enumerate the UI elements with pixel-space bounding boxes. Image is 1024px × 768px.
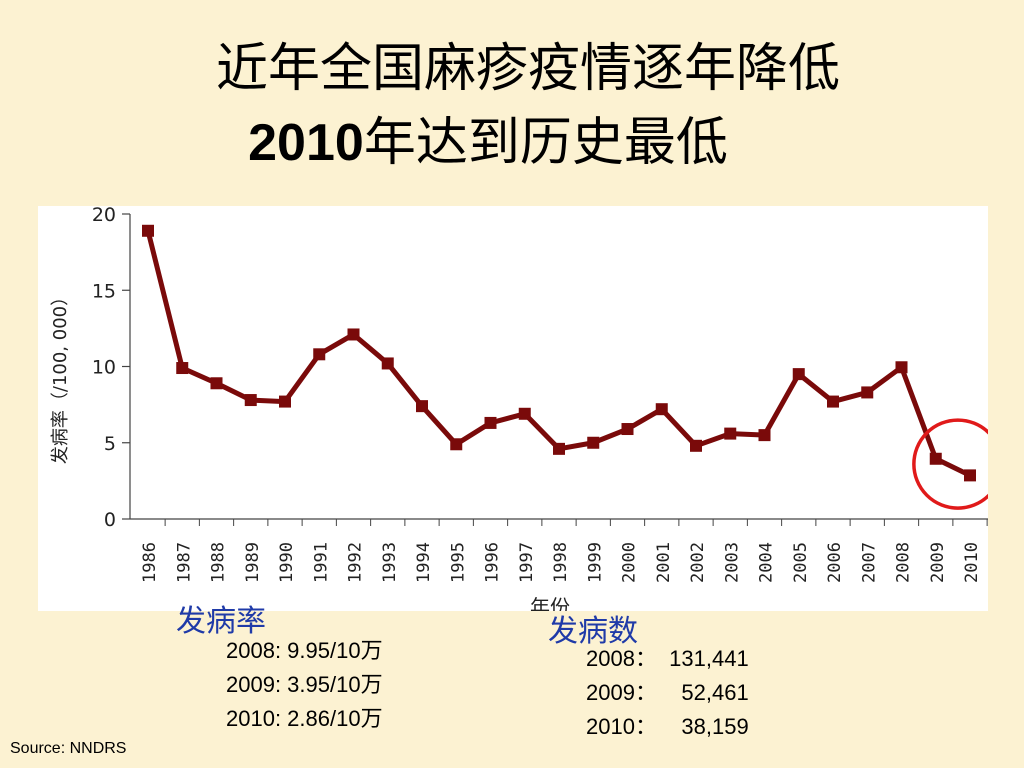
y-tick-label: 15 xyxy=(92,280,116,302)
y-tick-label: 20 xyxy=(92,206,116,226)
incidence-rate-heading: 发病率 xyxy=(176,604,266,639)
x-tick-label: 1988 xyxy=(209,542,229,583)
data-point xyxy=(827,395,839,408)
case-count-list: 2008： 131,441 2009： 52,461 2010： 38,159 xyxy=(586,642,749,744)
data-point xyxy=(176,362,189,375)
x-tick-label: 2001 xyxy=(654,542,674,583)
x-tick-label: 1993 xyxy=(380,542,400,583)
incidence-rate-list: 2008: 9.95/10万 2009: 3.95/10万 2010: 2.86/1… xyxy=(226,634,383,736)
slide-subtitle: 2010年达到历史最低 xyxy=(0,100,1000,175)
x-tick-label: 2005 xyxy=(791,542,811,583)
highlight-circle xyxy=(912,418,988,510)
x-tick-label: 1992 xyxy=(346,542,366,583)
x-axis-title: 年份 xyxy=(530,595,570,611)
x-tick-label: 1989 xyxy=(243,542,263,583)
data-point xyxy=(518,407,531,420)
x-tick-label: 1998 xyxy=(551,542,571,583)
x-tick-label: 2006 xyxy=(825,542,845,583)
y-axis-title: 发病率（/100, 000） xyxy=(50,288,71,464)
data-point xyxy=(210,377,223,390)
source-note: Source: NNDRS xyxy=(10,740,127,757)
data-point xyxy=(279,395,291,408)
y-tick-label: 5 xyxy=(104,433,116,455)
data-point xyxy=(484,416,497,429)
subtitle-text: 年达到历史最低 xyxy=(363,113,728,173)
x-tick-label: 1996 xyxy=(483,542,503,583)
case-count-heading: 发病数 xyxy=(548,614,638,649)
data-point xyxy=(655,403,668,416)
x-tick-label: 1990 xyxy=(277,542,297,583)
x-tick-label: 2002 xyxy=(688,542,708,583)
case_count-line: 2009： 52,461 xyxy=(586,680,749,705)
data-point xyxy=(724,427,737,440)
data-point xyxy=(313,348,326,361)
x-tick-label: 2007 xyxy=(859,542,879,583)
data-point xyxy=(964,469,976,482)
data-point xyxy=(587,436,600,449)
case_count-line: 2010： 38,159 xyxy=(586,714,749,739)
data-point xyxy=(347,328,360,341)
x-tick-label: 1999 xyxy=(585,542,605,583)
incidence_rate-line: 2008: 9.95/10万 xyxy=(226,638,383,663)
y-tick-label: 0 xyxy=(104,509,116,531)
x-tick-label: 2008 xyxy=(894,542,914,583)
y-tick-label: 10 xyxy=(92,357,116,379)
data-point xyxy=(142,224,154,237)
case_count-line: 2008： 131,441 xyxy=(586,646,749,671)
data-point xyxy=(758,429,771,442)
data-point xyxy=(450,438,463,451)
chart-panel: 0 5 10 15 20 1986 1987 1988 1989 1990 1991 1992 1993… xyxy=(38,206,988,611)
data-point xyxy=(895,361,908,374)
data-point xyxy=(690,439,702,452)
x-tick-label: 1994 xyxy=(414,542,434,583)
x-tick-label: 1991 xyxy=(311,542,331,583)
data-point xyxy=(244,394,257,407)
data-point xyxy=(861,386,874,399)
x-tick-label: 1987 xyxy=(174,542,194,583)
series-line xyxy=(145,230,972,478)
x-tick-label: 1986 xyxy=(140,542,160,583)
data-point xyxy=(929,452,942,465)
x-tick-label: 1995 xyxy=(448,542,468,583)
x-tick-label: 2009 xyxy=(928,542,948,583)
x-tick-label: 2000 xyxy=(620,542,640,583)
subtitle-year: 2010 xyxy=(248,114,364,172)
x-tick-label: 2003 xyxy=(722,542,742,583)
measles-incidence-chart: 0 5 10 15 20 1986 1987 1988 1989 1990 1991 1992 1993… xyxy=(50,206,988,611)
data-point xyxy=(416,400,428,413)
x-tick-label: 1997 xyxy=(517,542,537,583)
x-tick-label: 2010 xyxy=(962,542,982,583)
data-point xyxy=(381,357,394,370)
data-point xyxy=(792,368,805,381)
data-point xyxy=(553,442,565,455)
incidence_rate-line: 2010: 2.86/10万 xyxy=(226,706,383,731)
data-point xyxy=(621,423,634,436)
x-tick-label: 2004 xyxy=(757,542,777,583)
incidence_rate-line: 2009: 3.95/10万 xyxy=(226,672,383,697)
slide-title: 近年全国麻疹疫情逐年降低 xyxy=(215,39,840,99)
